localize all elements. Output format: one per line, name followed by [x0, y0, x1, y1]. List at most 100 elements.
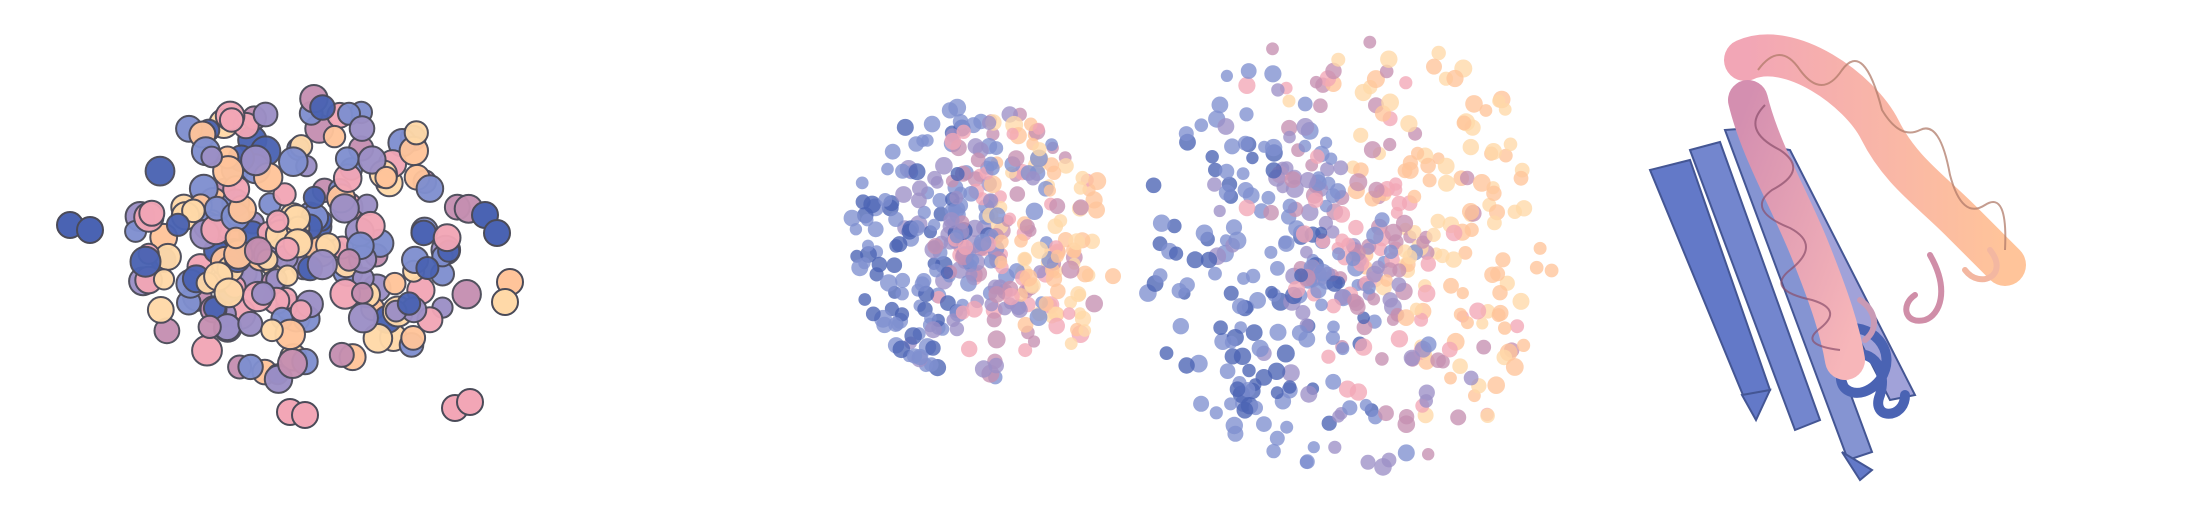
sphere-atom [911, 192, 927, 209]
sphere-atom [1399, 76, 1413, 90]
sphere-atom [277, 348, 308, 379]
sphere-atom [1374, 212, 1390, 228]
sphere-atom [1043, 184, 1056, 197]
sphere-atom [994, 234, 1009, 250]
sphere-atom [904, 327, 922, 345]
sphere-atom [1282, 198, 1298, 214]
sphere-atom [1353, 127, 1369, 143]
sphere-atom [1381, 93, 1399, 112]
sphere-atom [1171, 283, 1188, 299]
sphere-atom [1152, 214, 1171, 232]
sphere-atom [1019, 219, 1035, 235]
sphere-atom [1321, 349, 1336, 364]
sphere-atom [1510, 319, 1525, 334]
sphere-atom [946, 313, 961, 328]
sphere-atom [1048, 317, 1065, 335]
sphere-atom [1310, 149, 1325, 164]
sphere-atom [302, 185, 326, 209]
sphere-atom [886, 257, 903, 274]
sphere-atom [881, 162, 894, 176]
sphere-atom [1061, 260, 1080, 279]
sphere-atom [1453, 307, 1467, 321]
sphere-atom [955, 305, 970, 320]
sphere-atom [1391, 277, 1407, 292]
sphere-atom [1284, 171, 1302, 189]
sphere-atom [396, 291, 422, 316]
sphere-atom [940, 266, 954, 279]
sphere-atom [983, 175, 1002, 194]
sphere-atom [1301, 203, 1319, 221]
sphere-atom [1349, 299, 1366, 315]
sphere-atom [1419, 394, 1433, 408]
sphere-atom [1236, 401, 1254, 419]
sphere-atom [957, 239, 974, 255]
sphere-atom [1430, 352, 1446, 369]
sphere-atom [1310, 282, 1327, 299]
sphere-atom [351, 281, 374, 305]
sphere-atom [1313, 98, 1328, 113]
sphere-atom [1238, 76, 1256, 94]
sphere-atom [1299, 172, 1317, 189]
sphere-atom [1218, 184, 1235, 201]
sphere-atom [917, 205, 931, 219]
sphere-atom [1038, 296, 1054, 312]
sphere-atom [1363, 35, 1377, 49]
soft-sphere-cluster-compact [843, 98, 1121, 385]
sphere-atom [451, 279, 482, 310]
sphere-atom [1513, 170, 1529, 186]
sphere-atom [1366, 226, 1384, 245]
sphere-atom [1354, 83, 1372, 102]
sphere-atom [1032, 122, 1045, 135]
sphere-atom [1251, 339, 1269, 357]
sphere-atom [1169, 246, 1184, 261]
sphere-atom [1300, 385, 1318, 403]
sphere-atom [1462, 138, 1480, 156]
coil-connectors [1857, 247, 2000, 343]
sphere-atom [921, 134, 934, 147]
sphere-atom [1321, 415, 1337, 431]
sphere-atom [432, 223, 462, 253]
sphere-atom [1403, 349, 1421, 367]
sphere-atom [272, 182, 297, 207]
sphere-atom [1245, 324, 1263, 341]
sphere-atom [1265, 285, 1278, 299]
sphere-atom [965, 300, 983, 318]
sphere-atom [1309, 75, 1323, 89]
sphere-atom [1027, 335, 1041, 348]
sphere-atom [956, 124, 971, 139]
sphere-atom [884, 143, 901, 160]
sphere-atom [1395, 214, 1414, 232]
sphere-atom [1073, 288, 1086, 301]
protein-ribbon-structure [1648, 34, 2026, 482]
sphere-atom [1348, 219, 1364, 236]
sphere-atom [1363, 141, 1382, 159]
sphere-atom [1062, 307, 1076, 320]
sphere-atom [1326, 275, 1343, 292]
sphere-atom [1269, 323, 1287, 341]
sphere-atom [1327, 320, 1340, 334]
sphere-atom [1014, 234, 1028, 248]
sphere-atom [974, 360, 993, 378]
sphere-atom [1073, 307, 1087, 320]
sphere-atom [1224, 397, 1238, 411]
sphere-atom [1333, 160, 1349, 176]
sphere-atom [927, 170, 942, 186]
sphere-atom [1414, 312, 1429, 327]
sphere-atom [252, 101, 279, 128]
sphere-atom [1145, 177, 1162, 194]
sphere-atom [1515, 200, 1533, 217]
sphere-atom [1462, 203, 1480, 221]
sphere-atom [165, 212, 191, 237]
sphere-atom [491, 288, 519, 316]
sphere-atom [924, 357, 939, 372]
sphere-atom [1420, 157, 1436, 174]
sphere-atom [1264, 245, 1278, 259]
sphere-atom [1328, 440, 1342, 454]
sphere-atom [146, 296, 175, 324]
sphere-atom [1512, 292, 1530, 310]
sphere-atom [1265, 162, 1282, 179]
sphere-atom [1280, 420, 1294, 434]
sphere-atom [1315, 298, 1328, 312]
sphere-atom [1319, 199, 1333, 213]
